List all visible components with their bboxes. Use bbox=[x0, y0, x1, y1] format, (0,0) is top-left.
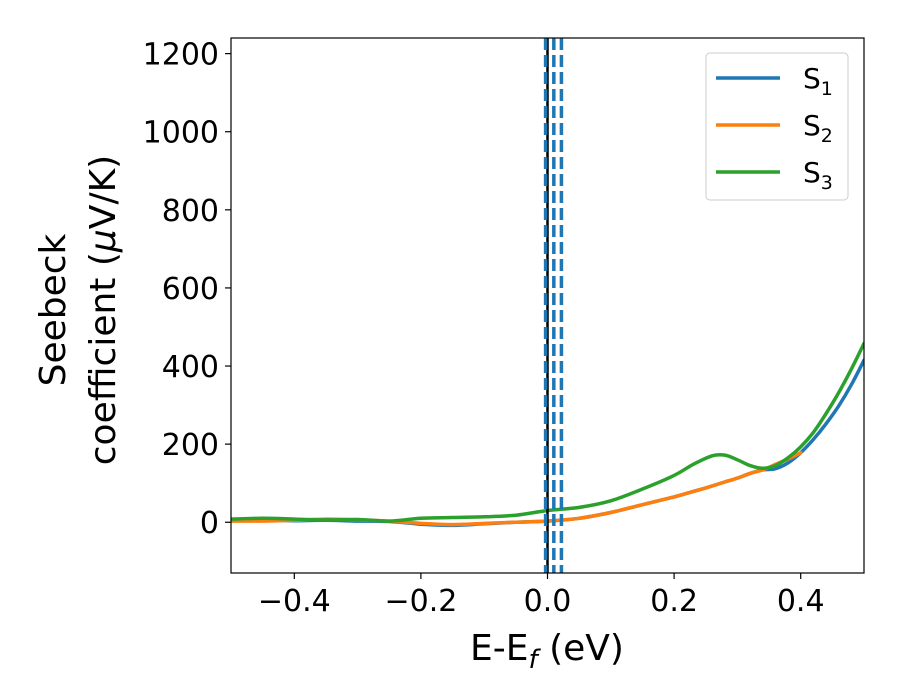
legend: S1 S2 S3 bbox=[705, 52, 849, 201]
y-tick-label: 600 bbox=[162, 272, 219, 307]
y-axis-title: Seebeck coefficient (μV/K) bbox=[33, 155, 124, 465]
y-tick-label: 0 bbox=[200, 506, 219, 541]
y-tick-label: 1000 bbox=[143, 116, 219, 151]
y-tick-label: 1200 bbox=[143, 38, 219, 73]
y-tick-label: 200 bbox=[162, 428, 219, 463]
x-tick-label: −0.4 bbox=[258, 584, 331, 619]
plot-area bbox=[231, 38, 864, 573]
series-line-s3 bbox=[231, 341, 864, 523]
x-tick-label: 0.0 bbox=[524, 584, 572, 619]
y-tick-label: 800 bbox=[162, 194, 219, 229]
legend-label-s2: S2 bbox=[803, 109, 833, 147]
y-tick-label: 400 bbox=[162, 350, 219, 385]
legend-label-s1: S1 bbox=[803, 62, 833, 100]
y-axis-title-line1: Seebeck bbox=[33, 233, 74, 386]
x-tick-label: 0.4 bbox=[777, 584, 825, 619]
legend-label-s3: S3 bbox=[803, 156, 833, 194]
x-tick-label: −0.2 bbox=[384, 584, 457, 619]
x-tick-label: 0.2 bbox=[650, 584, 698, 619]
y-axis-title-line2: coefficient (μV/K) bbox=[83, 155, 124, 465]
x-axis-title: E-Ef (eV) bbox=[470, 628, 624, 675]
axis-ticks: −0.4 −0.2 0.0 0.2 0.4 0 200 400 600 800 1000 1200 bbox=[143, 38, 825, 619]
